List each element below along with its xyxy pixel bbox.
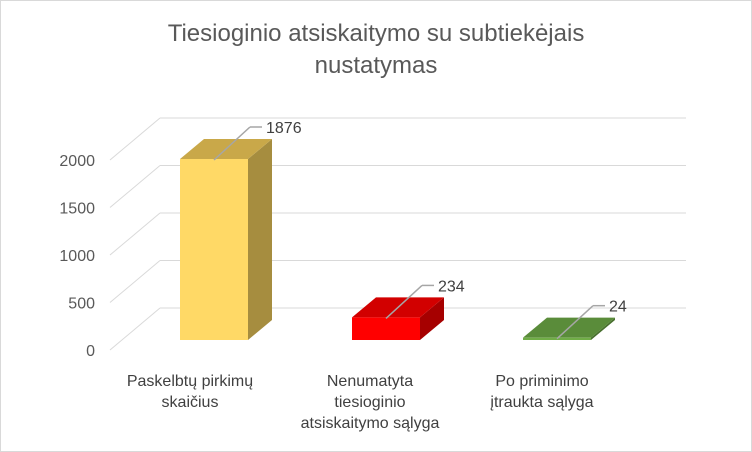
data-label: 234 <box>438 278 465 295</box>
y-tick-label: 1500 <box>59 201 95 218</box>
data-label: 24 <box>609 299 627 316</box>
gridline-diagonal <box>109 260 161 303</box>
y-tick-label: 0 <box>86 343 95 360</box>
bar-side <box>591 317 615 340</box>
y-tick-label: 2000 <box>59 153 95 170</box>
bar-side <box>248 139 272 340</box>
bar <box>180 139 272 340</box>
category-label: Nenumatyta tiesioginio atsiskaitymo sąlyga <box>301 373 440 432</box>
bar-front <box>523 337 591 340</box>
chart-title-line-2: nustatymas <box>314 52 438 79</box>
chart-title-line-1: Tiesioginio atsiskaitymo su subtiekėjais <box>167 20 585 47</box>
category-label-line: Po priminimo <box>495 373 588 390</box>
category-label-line: skaičius <box>162 394 219 411</box>
bar <box>352 297 444 340</box>
category-label: Po priminimo įtraukta sąlyga <box>490 373 593 411</box>
category-label-line: tiesioginio <box>334 394 405 411</box>
gridline-diagonal <box>109 117 161 161</box>
category-label: Paskelbtų pirkimų skaičius <box>127 373 253 411</box>
category-label-line: Paskelbtų pirkimų <box>127 373 253 390</box>
category-label-line: įtraukta sąlyga <box>490 394 593 411</box>
data-label: 1876 <box>266 120 302 137</box>
category-labels: Paskelbtų pirkimų skaičius Nenumatyta tiesi… <box>127 373 594 432</box>
leader-line <box>385 284 423 319</box>
bar <box>523 317 615 340</box>
gridline-diagonal <box>109 307 161 351</box>
y-axis-ticks: 0 500 1000 1500 2000 <box>59 153 95 360</box>
gridline-diagonal <box>109 212 161 256</box>
bar-front <box>180 159 248 340</box>
leader-line <box>213 126 251 161</box>
y-tick-label: 500 <box>68 296 95 313</box>
bar-front <box>352 317 420 340</box>
category-label-line: atsiskaitymo sąlyga <box>301 415 440 432</box>
y-tick-label: 1000 <box>59 248 95 265</box>
bars <box>180 139 615 340</box>
bar-side <box>420 297 444 340</box>
chart-title: Tiesioginio atsiskaitymo su subtiekėjais… <box>0 18 752 82</box>
category-label-line: Nenumatyta <box>327 373 413 390</box>
data-labels: 1876 234 24 <box>213 120 627 340</box>
gridline-diagonal <box>109 165 161 208</box>
leader-line <box>556 305 594 340</box>
